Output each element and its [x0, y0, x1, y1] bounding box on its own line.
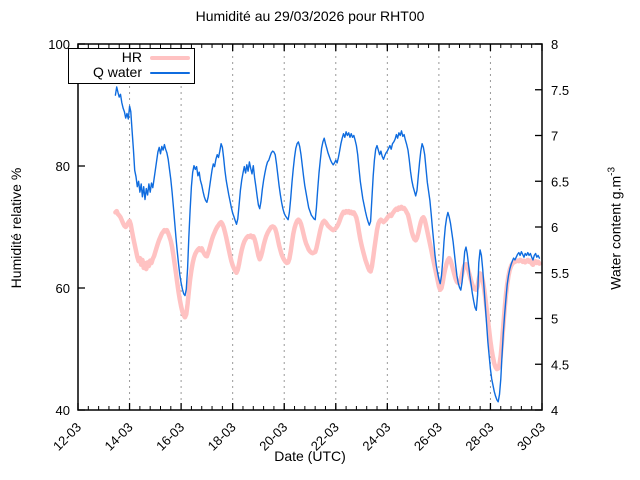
y-right-tick-label: 8: [551, 37, 558, 52]
legend-line-sample-hr: [150, 55, 190, 60]
y-left-tick-label: 100: [48, 37, 70, 52]
legend-label-qwater: Q water: [92, 64, 142, 80]
y-right-tick-label: 5.5: [551, 266, 569, 281]
plot-frame: [77, 43, 543, 411]
y-left-tick-label: 40: [56, 403, 70, 418]
legend-label-hr: HR: [121, 49, 142, 65]
y-right-tick-label: 7: [551, 129, 558, 144]
legend-row-hr: HR: [73, 50, 190, 65]
y-axis-label-right-main: Water content g.m: [607, 175, 624, 290]
y-axis-label-right: Water content g.m-3: [607, 128, 624, 328]
series-line-hr: [113, 204, 542, 372]
legend: HR Q water: [68, 48, 195, 84]
y-left-tick-label: 60: [56, 281, 70, 296]
legend-row-qwater: Q water: [73, 65, 190, 80]
y-right-tick-label: 7.5: [551, 83, 569, 98]
y-left-tick-label: 80: [56, 159, 70, 174]
y-right-tick-label: 5: [551, 312, 558, 327]
y-axis-label-right-sup: -3: [606, 166, 618, 176]
y-right-tick-label: 6: [551, 220, 558, 235]
y-axis-label-left: Humidité relative %: [8, 167, 24, 289]
x-axis-label: Date (UTC): [274, 448, 346, 464]
chart-title: Humidité au 29/03/2026 pour RHT00: [195, 8, 425, 24]
y-right-tick-label: 4.5: [551, 357, 569, 372]
legend-line-sample-qwater: [150, 71, 190, 74]
y-right-tick-label: 6.5: [551, 174, 569, 189]
series-line-q-water: [114, 86, 541, 403]
y-right-tick-label: 4: [551, 403, 558, 418]
